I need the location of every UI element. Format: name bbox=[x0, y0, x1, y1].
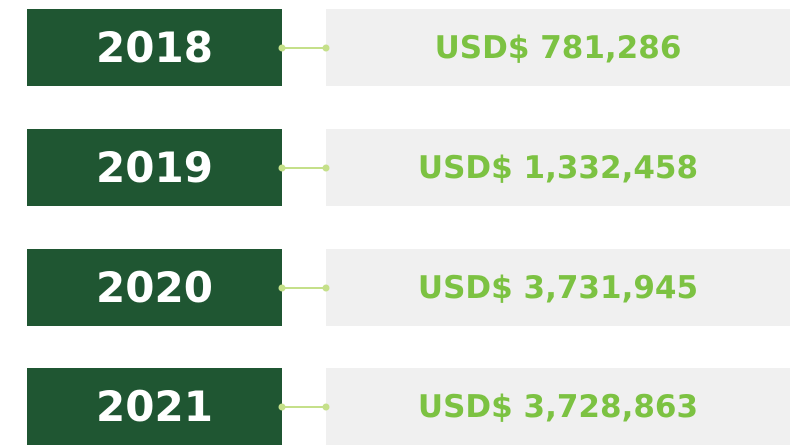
year-box: 2020 bbox=[27, 249, 282, 326]
amount-box: USD$ 781,286 bbox=[326, 9, 790, 86]
connector-dot bbox=[278, 44, 286, 52]
amount-box: USD$ 1,332,458 bbox=[326, 129, 790, 206]
connector-dot bbox=[322, 284, 330, 292]
year-box: 2019 bbox=[27, 129, 282, 206]
amount-box: USD$ 3,731,945 bbox=[326, 249, 790, 326]
connector-dot bbox=[278, 164, 286, 172]
connector bbox=[278, 403, 330, 411]
connector-dot bbox=[278, 403, 286, 411]
connector-dot bbox=[322, 164, 330, 172]
connector bbox=[278, 284, 330, 292]
year-box: 2021 bbox=[27, 368, 282, 445]
connector-dot bbox=[322, 403, 330, 411]
connector-dot bbox=[278, 284, 286, 292]
connector bbox=[278, 44, 330, 52]
connector bbox=[278, 164, 330, 172]
connector-dot bbox=[322, 44, 330, 52]
amount-box: USD$ 3,728,863 bbox=[326, 368, 790, 445]
year-box: 2018 bbox=[27, 9, 282, 86]
